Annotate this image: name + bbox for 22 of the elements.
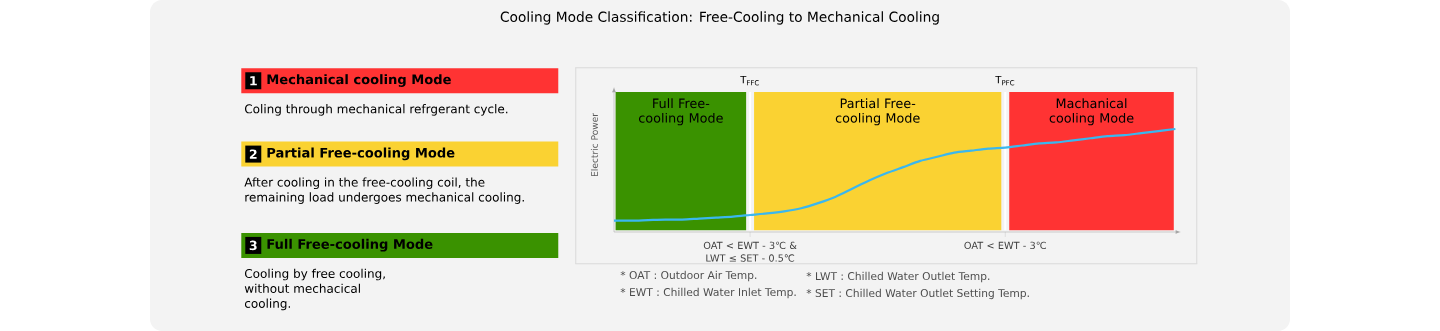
text: Cooling by free cooling, without mechacical cooling. bbox=[244, 268, 385, 311]
chart-title: Cooling Mode Classification: Free-Cooling to Mechanical Cooling bbox=[500, 11, 939, 25]
category-label: Partial Free-cooling Mode bbox=[267, 147, 455, 161]
ref-line-label: T$_{PFC}$ bbox=[995, 76, 1015, 86]
category-label: Mechanical cooling Mode bbox=[267, 74, 451, 87]
text: After cooling in the free-cooling coil, the remaining load undergoes mechanical cooling. bbox=[244, 177, 524, 204]
x-tick-label: OAT < EWT - 3℃ & LWT ≤ SET - 0.5℃ bbox=[703, 241, 797, 262]
y-axis-title: Electric Power bbox=[590, 113, 598, 177]
text: Machanical cooling Mode bbox=[1049, 98, 1134, 126]
category-label: Full Free-cooling Mode bbox=[267, 238, 433, 252]
text: Partial Free-cooling Mode bbox=[835, 98, 920, 126]
text: Coling through mechanical refrgerant cycle. bbox=[244, 104, 508, 116]
text: * OAT : Outdoor Air Temp. bbox=[620, 270, 757, 282]
x-tick-label: OAT < EWT - 3℃ bbox=[964, 241, 1046, 250]
text: * SET : Chilled Water Outlet Setting Temp. bbox=[806, 288, 1029, 300]
text: * EWT : Chilled Water Inlet Temp. bbox=[620, 287, 796, 299]
text: Full Free-cooling Mode bbox=[638, 98, 723, 126]
text: 2 bbox=[249, 149, 257, 159]
text: 1 bbox=[250, 76, 257, 86]
text: * LWT : Chilled Water Outlet Temp. bbox=[806, 271, 990, 283]
text: 3 bbox=[249, 240, 257, 251]
ref-line-label: T$_{FFC}$ bbox=[740, 76, 759, 86]
